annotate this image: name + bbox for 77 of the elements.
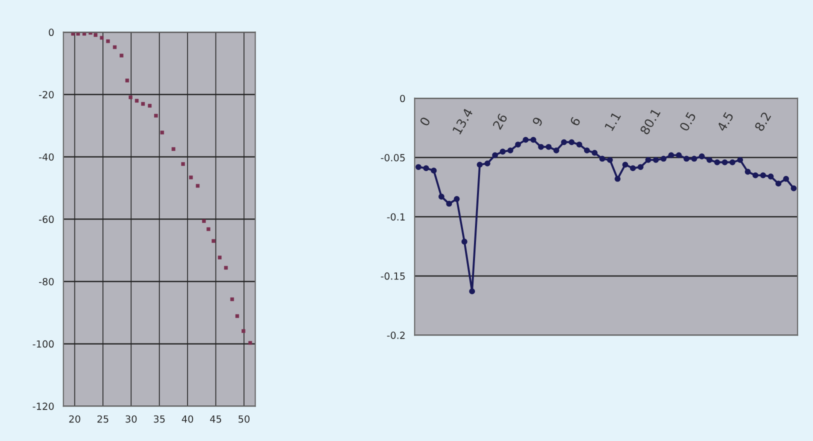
x-tick-label: 50 — [238, 415, 250, 423]
y-tick-label: -100 — [32, 340, 54, 348]
point — [416, 164, 422, 170]
point — [684, 156, 690, 162]
y-tick-label: 0 — [48, 28, 54, 36]
point — [492, 152, 498, 158]
x-tick-label: 40 — [182, 415, 194, 423]
point — [622, 162, 628, 168]
y-tick-label: -0.05 — [380, 154, 405, 162]
point — [760, 172, 766, 178]
point — [752, 172, 758, 178]
point — [660, 156, 666, 162]
point — [546, 144, 552, 150]
point — [538, 144, 544, 150]
y-tick-label: -60 — [38, 216, 54, 224]
point — [652, 156, 659, 163]
annotation: 6 — [569, 116, 581, 127]
annotation: 0 — [419, 116, 431, 127]
point — [507, 147, 514, 154]
annotation: 0.5 — [679, 111, 696, 132]
point — [476, 162, 483, 168]
point — [522, 136, 529, 143]
annotation: 26 — [492, 112, 508, 130]
point — [698, 153, 705, 160]
point — [768, 174, 774, 180]
y-tick-label: -40 — [38, 153, 54, 161]
point — [461, 238, 468, 245]
y-tick-label: -20 — [38, 91, 54, 98]
y-tick-label: -0.2 — [387, 332, 405, 339]
point — [676, 152, 682, 158]
point — [706, 156, 712, 163]
point — [630, 165, 636, 172]
point — [783, 176, 790, 182]
point — [599, 156, 606, 162]
y-tick-label: -0.1 — [387, 213, 405, 221]
point — [500, 148, 506, 155]
point — [469, 288, 476, 294]
point — [592, 150, 598, 156]
y-tick-label: -120 — [32, 402, 54, 410]
point — [737, 156, 744, 163]
point — [446, 200, 452, 207]
point — [614, 176, 621, 182]
x-tick-label: 45 — [210, 415, 222, 423]
point — [744, 168, 751, 175]
x-tick-label: 25 — [97, 415, 108, 423]
point — [454, 196, 460, 202]
x-tick-label: 35 — [154, 415, 165, 423]
annotation: 9 — [532, 116, 544, 127]
point — [438, 194, 444, 200]
y-tick-label: -80 — [38, 278, 54, 286]
point — [553, 147, 560, 154]
point — [691, 156, 698, 162]
point — [576, 142, 582, 148]
point — [606, 156, 613, 163]
point — [423, 165, 430, 172]
point — [722, 159, 728, 166]
annotation: 8.2 — [754, 112, 772, 132]
point — [645, 156, 652, 163]
point — [775, 180, 782, 187]
point — [730, 159, 736, 166]
point — [561, 139, 567, 146]
point — [568, 139, 575, 146]
point — [714, 159, 720, 166]
annotation: 1.1 — [604, 112, 621, 132]
point — [584, 147, 590, 154]
point — [430, 168, 437, 174]
point — [515, 142, 521, 148]
y-tick-label: 0 — [400, 94, 405, 102]
y-tick-label: -0.15 — [380, 272, 405, 280]
x-tick-label: 20 — [69, 415, 80, 423]
annotation: 4.5 — [716, 112, 734, 132]
point — [484, 160, 490, 166]
x-tick-label: 30 — [126, 415, 137, 423]
point — [790, 185, 797, 192]
point — [668, 152, 674, 158]
point — [638, 164, 644, 170]
point — [530, 136, 536, 143]
